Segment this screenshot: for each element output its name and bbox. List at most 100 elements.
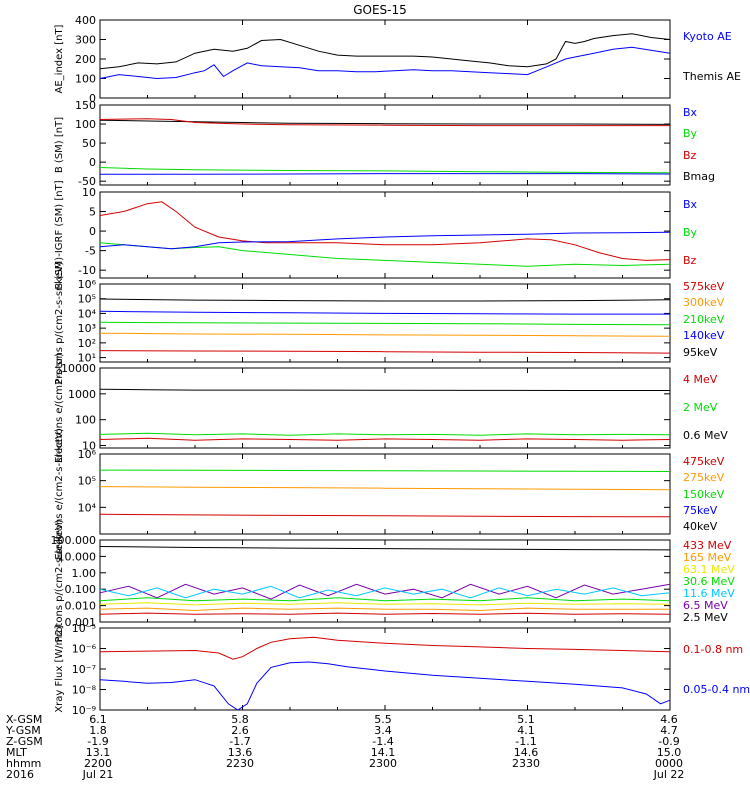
series-line-blue xyxy=(99,231,671,250)
ephemeris-value: 2200 xyxy=(84,757,112,770)
ephemeris-value: 3.4 xyxy=(374,724,392,737)
y-tick-label: 10 xyxy=(82,186,96,199)
legend-entry: 150keV xyxy=(683,488,725,501)
ephemeris-value: 2230 xyxy=(226,757,254,770)
ephemeris-value: 14.1 xyxy=(371,746,396,759)
y-tick-label: 10⁻⁷ xyxy=(72,663,96,676)
ephemeris-value: 2300 xyxy=(369,757,397,770)
y-tick-label: 5 xyxy=(89,206,96,219)
panel-1: 0 100 200 300 400 AE_index [nT] Kyoto AE Themis… xyxy=(54,14,741,105)
y-tick-label: 100 xyxy=(75,414,96,427)
legend-entry: 40keV xyxy=(683,520,718,533)
y-tick-label: 0 xyxy=(89,156,96,169)
y-tick-label: 10⁶ xyxy=(78,278,97,291)
legend-entry: 95keV xyxy=(683,346,718,359)
legend-entry: 475keV xyxy=(683,455,725,468)
y-tick-label: -5 xyxy=(85,245,96,258)
series-line-cyan xyxy=(99,585,671,599)
legend-entry: Bz xyxy=(683,254,697,267)
y-tick-label: 10⁵ xyxy=(78,475,96,488)
panel-2: -50 0 50 100 150 B (SM) [nT] Bx By Bz Bmag xyxy=(54,99,715,188)
ephemeris-value: 4.1 xyxy=(517,724,535,737)
legend-entry: 575keV xyxy=(683,280,725,293)
ephemeris-label: X-GSM xyxy=(6,713,42,726)
series-line-red xyxy=(99,201,671,261)
series-line-red xyxy=(99,513,671,518)
series-line-green xyxy=(99,167,671,174)
y-axis-label: B (SM) [nT] xyxy=(54,117,65,173)
y-axis-label: Protons p/(cm2-s-sr-keV) xyxy=(54,519,65,642)
legend-entry: 75keV xyxy=(683,504,718,517)
y-tick-label: 10⁻⁸ xyxy=(72,684,97,697)
y-tick-label: 200 xyxy=(75,53,96,66)
legend-entry: 210keV xyxy=(683,313,725,326)
legend-entry: 30.6 MeV xyxy=(683,575,735,588)
y-tick-label: 10¹ xyxy=(78,352,96,365)
y-tick-label: 1.00 xyxy=(72,567,97,580)
y-tick-label: 10⁵ xyxy=(78,293,96,306)
ephemeris-value: 15.0 xyxy=(657,746,682,759)
y-tick-label: 10 xyxy=(82,439,96,452)
panel-6: 10⁴ 10⁵ 10⁶ Electrons e/(cm2-s-sr-keV) 475ke… xyxy=(54,428,725,560)
y-tick-label: 100 xyxy=(75,118,96,131)
y-axis-label: Protons p/(cm2-s-sr-keV) xyxy=(54,261,65,384)
y-tick-label: -10 xyxy=(78,264,96,277)
ephemeris-value: -1.4 xyxy=(372,735,393,748)
y-axis-label: Xray Flux [W/m2] xyxy=(54,625,65,712)
series-line-red xyxy=(99,350,671,354)
y-tick-label: 10⁻⁶ xyxy=(72,643,97,656)
legend-entry: By xyxy=(683,226,698,239)
panel-frame xyxy=(99,367,671,449)
y-tick-label: 100 xyxy=(75,73,96,86)
ephemeris-value: 5.1 xyxy=(517,713,535,726)
series-line-black xyxy=(99,546,671,551)
series-line-orange xyxy=(99,332,671,337)
ephemeris-value: -1.7 xyxy=(229,735,250,748)
ephemeris-value: 5.8 xyxy=(231,713,249,726)
series-line-red xyxy=(99,118,670,127)
series-line-yellow xyxy=(99,602,671,606)
series-line-red xyxy=(99,437,671,441)
y-axis-label: AE_index [nT] xyxy=(54,24,65,93)
legend-entry: 275keV xyxy=(683,471,725,484)
legend-entry: 433 MeV xyxy=(683,539,732,552)
series-line-black xyxy=(99,33,671,70)
panel-7: 0.001 0.010 0.100 1.00 10.000 100.000Protons … xyxy=(51,519,736,642)
ephemeris-value: -1.1 xyxy=(515,735,536,748)
ephemeris-value: Jul 22 xyxy=(653,768,685,781)
ephemeris-value: 14.6 xyxy=(514,746,539,759)
y-tick-label: 300 xyxy=(75,34,96,47)
y-tick-label: 0.010 xyxy=(65,600,97,613)
y-tick-label: 10³ xyxy=(78,322,96,335)
ephemeris-value: 4.6 xyxy=(660,713,678,726)
series-line-black xyxy=(99,119,671,125)
legend-entry: 165 MeV xyxy=(683,551,732,564)
panel-3: -10 -5 0 5 10 B (SM)-IGRF (SM) [nT] Bx By Bz xyxy=(54,180,698,289)
legend-entry: 2 MeV xyxy=(683,401,718,414)
y-tick-label: -50 xyxy=(78,175,96,188)
y-tick-label: 10.000 xyxy=(58,550,97,563)
y-axis-label: Electrons e/(cm2-s-sr) xyxy=(54,353,65,463)
ephemeris-value: 13.6 xyxy=(228,746,253,759)
panel-frame xyxy=(99,627,671,711)
ephemeris-value: 5.5 xyxy=(374,713,392,726)
ephemeris-value: Jul 21 xyxy=(82,768,114,781)
y-tick-label: 1000 xyxy=(68,388,96,401)
y-tick-label: 400 xyxy=(75,14,96,27)
series-line-orange xyxy=(99,607,670,612)
figure-title: GOES-15 xyxy=(353,3,407,17)
ephemeris-value: -1.9 xyxy=(87,735,108,748)
legend-entry: 0.1-0.8 nm xyxy=(683,643,743,656)
series-line-blue xyxy=(99,310,670,315)
series-line-blue xyxy=(99,46,671,80)
series-line-blue xyxy=(99,661,671,711)
ephemeris-value: 2.6 xyxy=(231,724,249,737)
legend-entry: Bmag xyxy=(683,170,715,183)
series-line-black xyxy=(99,298,671,302)
y-tick-label: 10000 xyxy=(61,362,96,375)
y-tick-label: 0 xyxy=(89,92,96,105)
